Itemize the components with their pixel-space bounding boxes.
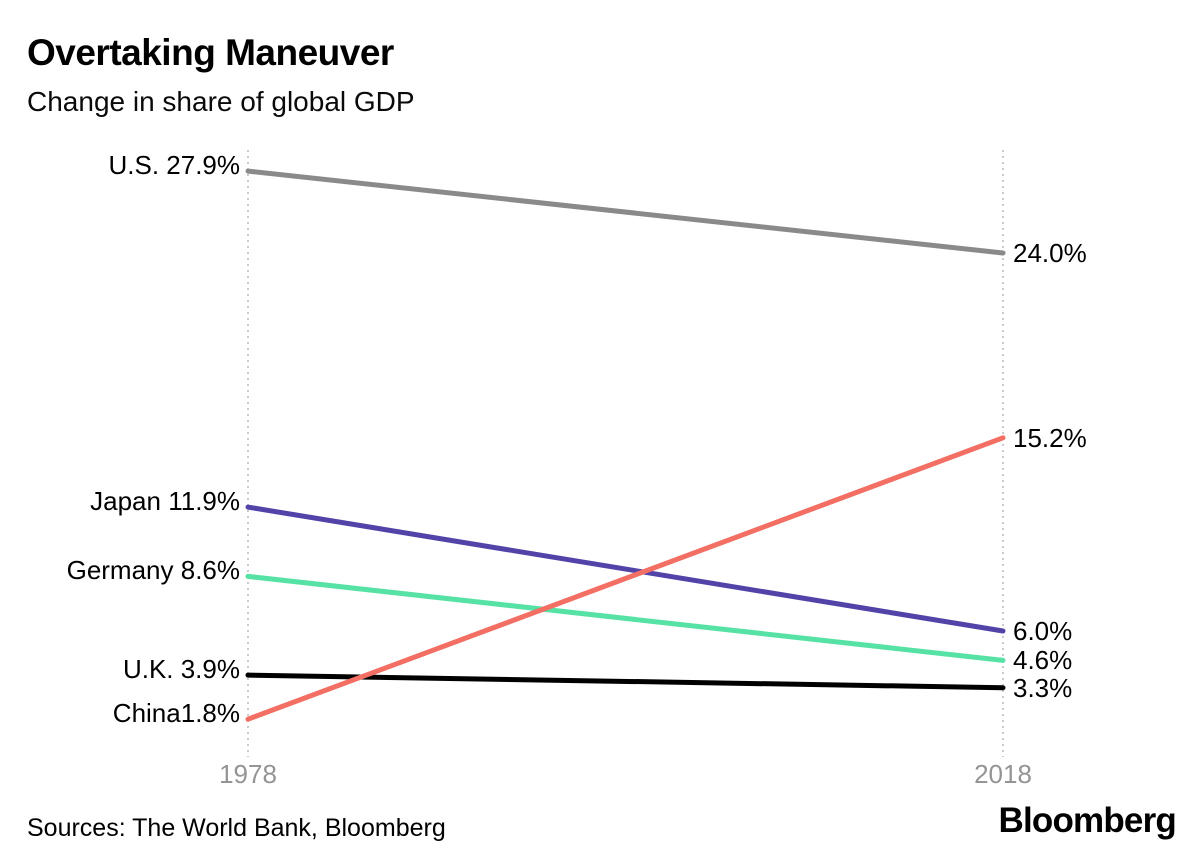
series-line-germany — [245, 573, 1006, 663]
series-line-china — [245, 435, 1006, 722]
series-line-us — [245, 168, 1006, 256]
series-label-right-germany: 4.6% — [1013, 645, 1073, 676]
series-label-left-japan: Japan 11.9% — [90, 486, 240, 517]
series-layer — [245, 168, 1006, 722]
series-label-right-us: 24.0% — [1013, 238, 1087, 268]
series-label-left-china: China1.8% — [112, 698, 240, 729]
x-tick-2018: 2018 — [974, 759, 1032, 789]
series-label-right-china: 15.2% — [1013, 422, 1087, 453]
page-subtitle: Change in share of global GDP — [27, 86, 415, 117]
bloomberg-logo: Bloomberg — [998, 801, 1176, 840]
series-label-left-uk: U.K. 3.9% — [122, 654, 240, 685]
series-label-left-us: U.S. 27.9% — [108, 150, 240, 181]
x-tick-1978: 1978 — [219, 759, 277, 789]
page-title: Overtaking Maneuver — [27, 32, 394, 73]
series-label-left-germany: Germany 8.6% — [66, 555, 240, 586]
series-label-right-uk: 3.3% — [1013, 672, 1073, 703]
series-line-japan — [245, 504, 1006, 634]
series-line-uk — [245, 672, 1006, 691]
sources-note: Sources: The World Bank, Bloomberg — [27, 814, 446, 842]
series-label-right-japan: 6.0% — [1013, 616, 1073, 646]
